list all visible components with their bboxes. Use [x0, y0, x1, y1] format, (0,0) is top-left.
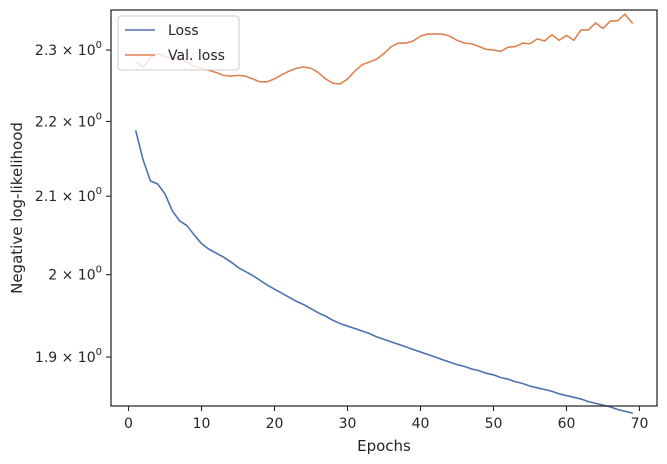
- x-tick-label: 50: [485, 416, 503, 432]
- y-axis-ticks: 1.9 × 100 2 × 100 2.1 × 100 2.2 × 100 2.3 × …: [35, 40, 111, 366]
- plot-frame: [110, 9, 658, 407]
- loss-line: [135, 130, 633, 414]
- val-loss-line: [135, 13, 633, 85]
- x-tick-label: 20: [266, 416, 284, 432]
- y-tick-label: 2 × 100: [48, 265, 102, 284]
- legend: Loss Val. loss: [117, 15, 240, 71]
- legend-label-val-loss: Val. loss: [168, 48, 225, 64]
- x-axis-label: Epochs: [357, 437, 411, 455]
- x-tick-label: 40: [412, 416, 430, 432]
- y-tick-label: 2.1 × 100: [35, 186, 102, 205]
- x-tick-label: 10: [193, 416, 211, 432]
- x-tick-label: 60: [558, 416, 576, 432]
- legend-label-loss: Loss: [168, 23, 199, 39]
- x-tick-label: 70: [631, 416, 649, 432]
- val-loss-line-group: [135, 13, 633, 85]
- y-tick-label: 2.2 × 100: [35, 111, 102, 130]
- x-tick-label: 30: [339, 416, 357, 432]
- x-tick-label: 0: [124, 416, 133, 432]
- loss-line-group: [135, 130, 633, 414]
- y-tick-label: 1.9 × 100: [35, 347, 102, 366]
- y-tick-label: 2.3 × 100: [35, 40, 102, 59]
- x-axis-ticks: 0 10 20 30 40 50 60 70: [124, 406, 648, 432]
- y-axis-label: Negative log-likelihood: [8, 122, 26, 294]
